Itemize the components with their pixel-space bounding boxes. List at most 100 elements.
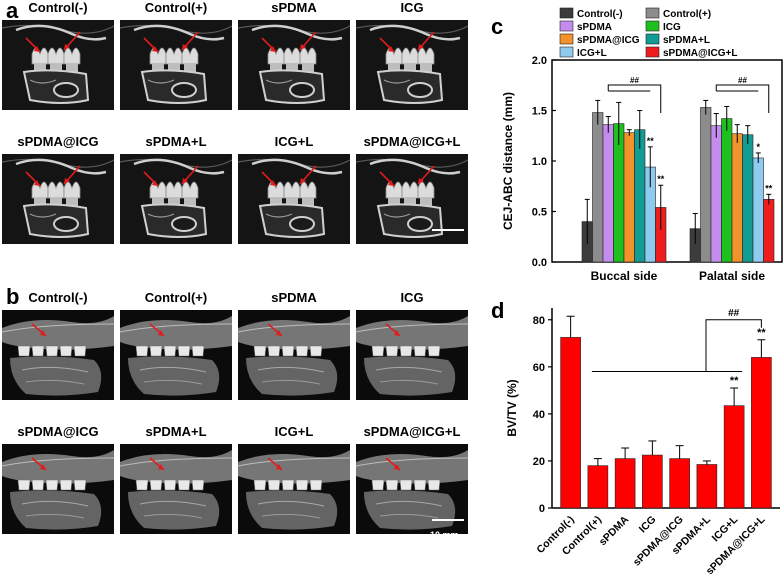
legend-label: Control(-) [577, 9, 623, 20]
ct-section-spdma-at-icg: sPDMA@ICG [2, 134, 114, 244]
tile-label: ICG [400, 0, 424, 15]
bar-spdma-plus-l [742, 134, 754, 263]
bar-spdma-plus-l [696, 464, 718, 509]
y-tick-label: 1.5 [532, 106, 547, 118]
ct-3d-spdma-at-icg-plus-l: sPDMA@ICG+L [356, 424, 468, 534]
bar-spdma-at-icg [731, 133, 743, 263]
ct-3d-image [2, 310, 114, 400]
panel-label-a: a [6, 0, 19, 23]
ct-3d-image [120, 310, 232, 400]
bar-spdma [614, 458, 636, 509]
bar-spdma-at-icg [623, 132, 635, 263]
y-tick-label: 60 [533, 362, 545, 374]
ct-3d-spdma: sPDMA [238, 290, 350, 400]
significance-label: ** [647, 136, 655, 146]
ct-3d-image [2, 444, 114, 534]
bracket-label: ## [728, 308, 740, 319]
tile-label: ICG+L [274, 134, 314, 149]
legend-label: sPDMA@ICG [577, 35, 640, 46]
ct-section-image [120, 154, 232, 244]
significance-label: ** [765, 183, 773, 193]
tile-label: sPDMA@ICG+L [363, 134, 461, 149]
bar-spdma [710, 125, 722, 263]
ct-section-spdma-plus-l: sPDMA+L [120, 134, 232, 244]
ct-3d-image [238, 444, 350, 534]
tile-label: ICG+L [274, 424, 314, 439]
bar-control-minus [560, 337, 581, 509]
y-tick-label: 20 [533, 456, 545, 468]
ct-section-control-plus: Control(+) [120, 0, 232, 110]
y-tick-label: 0.0 [532, 257, 547, 269]
y-tick-label: 80 [533, 315, 545, 327]
y-tick-label: 40 [533, 409, 545, 421]
bar-spdma-plus-l [634, 129, 646, 263]
ct-3d-image [356, 310, 468, 400]
ct-section-image [2, 154, 114, 244]
legend-swatch [645, 7, 660, 19]
legend-label: sPDMA [577, 22, 612, 33]
bar-icg [721, 118, 733, 263]
bracket-label: ## [630, 76, 639, 85]
bar-icg-plus-l [723, 405, 745, 509]
bar-spdma-at-icg-plus-l [751, 357, 772, 509]
legend-label: Control(+) [663, 9, 711, 20]
legend-swatch [559, 7, 574, 19]
tile-label: sPDMA [271, 0, 317, 15]
ct-section-image [238, 20, 350, 110]
legend-label: sPDMA@ICG+L [663, 48, 737, 59]
ct-section-image [238, 154, 350, 244]
ct-section-image [356, 154, 468, 244]
legend-swatch [559, 20, 574, 32]
legend-label: ICG+L [577, 48, 607, 59]
x-category-label: Buccal side [591, 269, 658, 283]
legend-swatch [645, 20, 660, 32]
tile-label: sPDMA+L [145, 424, 207, 439]
tile-label: sPDMA+L [145, 134, 207, 149]
y-tick-label: 2.0 [532, 55, 547, 67]
ct-3d-spdma-at-icg: sPDMA@ICG [2, 424, 114, 534]
tile-label: sPDMA@ICG [17, 424, 99, 439]
ct-3d-icg-plus-l: ICG+L [238, 424, 350, 534]
panel-label-c: c [491, 14, 504, 39]
tile-label: Control(-) [28, 290, 88, 305]
bar-icg-plus-l [752, 157, 764, 263]
ct-section-spdma: sPDMA [238, 0, 350, 110]
y-tick-label: 1.0 [532, 156, 547, 168]
comparison-bracket [607, 84, 662, 113]
comparison-bracket [715, 84, 770, 113]
legend-swatch [559, 46, 574, 58]
legend-label: ICG [663, 22, 681, 33]
ct-3d-image [238, 310, 350, 400]
tile-label: Control(-) [28, 0, 88, 15]
x-category-label: sPDMA [597, 513, 632, 548]
legend-swatch [645, 33, 660, 45]
ct-3d-icg: ICG [356, 290, 468, 400]
panel-label-b: b [6, 284, 20, 309]
ct-3d-image [120, 444, 232, 534]
tile-label: Control(+) [144, 290, 208, 305]
y-tick-label: 0 [539, 503, 545, 515]
micro-ct-section-grid: Control(-) Control(+) sPDMA ICG sPDMA@ICG sPD… [2, 0, 472, 262]
ct-section-icg: ICG [356, 0, 468, 110]
scale-bar-b-label: 10 mm [430, 530, 459, 540]
ct-3d-spdma-plus-l: sPDMA+L [120, 424, 232, 534]
ct-section-spdma-at-icg-plus-l: sPDMA@ICG+L [356, 134, 468, 244]
comparison-bracket [705, 319, 762, 372]
ct-section-icg-plus-l: ICG+L [238, 134, 350, 244]
ct-section-image [2, 20, 114, 110]
tile-label: sPDMA@ICG+L [363, 424, 461, 439]
significance-label: ** [657, 174, 665, 184]
bar-spdma-at-icg-plus-l [763, 199, 775, 263]
ct-section-image [356, 20, 468, 110]
y-axis-label: CEJ-ABC distance (mm) [501, 92, 515, 230]
significance-label: ** [730, 375, 739, 387]
y-axis-label: BV/TV (%) [505, 379, 519, 436]
micro-ct-3d-grid: Control(-) Control(+) sPDMA ICG sPDMA@ICG sPD… [2, 290, 472, 552]
legend-swatch [559, 33, 574, 45]
significance-label: * [756, 142, 760, 152]
ct-section-control-minus: Control(-) [2, 0, 114, 110]
scale-bar-a-label: 10 mm [430, 248, 459, 258]
ct-3d-control-minus: Control(-) [2, 290, 114, 400]
